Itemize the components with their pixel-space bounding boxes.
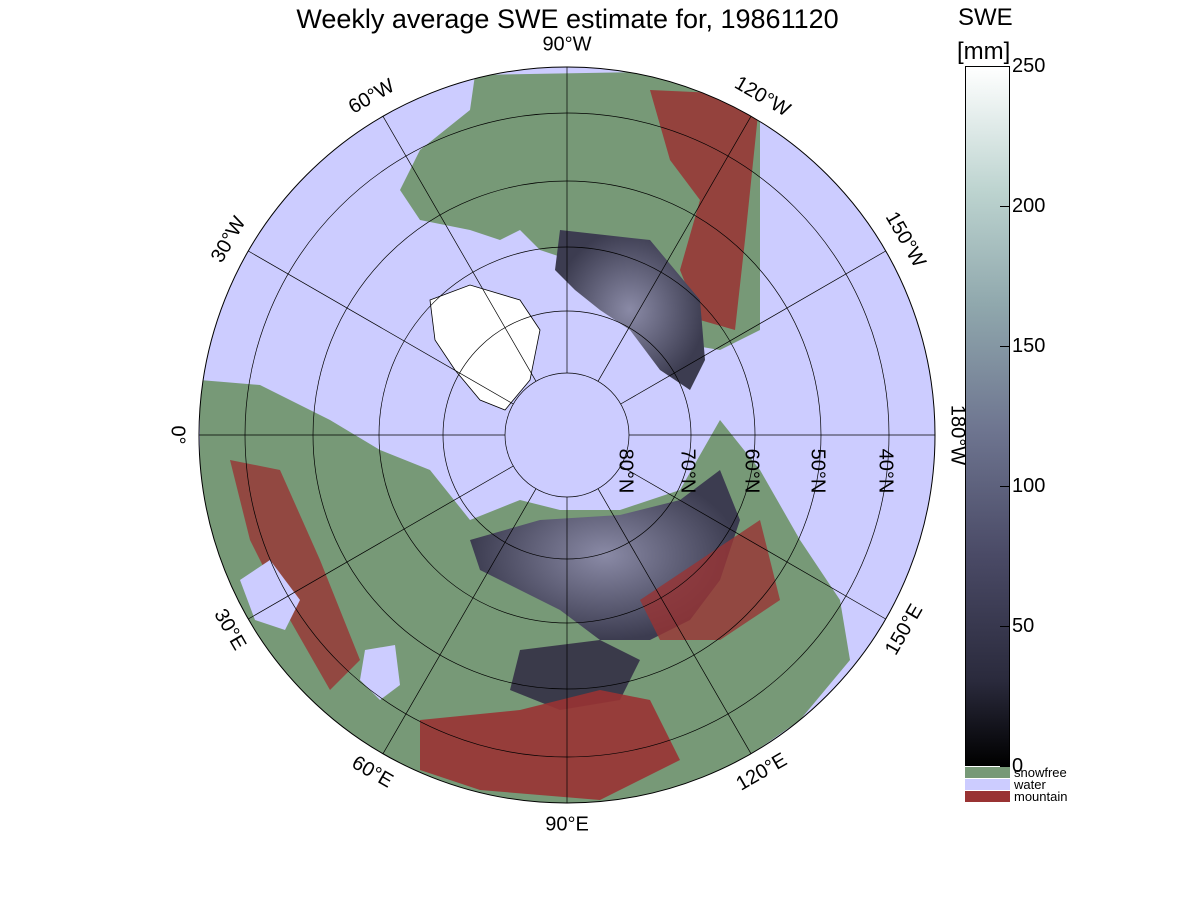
- map-title: Weekly average SWE estimate for, 1986112…: [296, 4, 839, 34]
- meridian-line: [620, 465, 886, 620]
- north-america-mountains: [650, 90, 760, 330]
- arctic-ocean: [505, 373, 629, 497]
- colorbar-tick-label: 0: [1012, 755, 1024, 777]
- meridian-line: [620, 250, 886, 405]
- colorbar-tick-label: 250: [1012, 55, 1046, 77]
- colorbar-tick-mark: [1000, 766, 1010, 767]
- colorbar-tick-label: 100: [1012, 475, 1046, 497]
- meridian-line: [382, 116, 537, 382]
- meridian-line: [248, 250, 514, 405]
- legend-label-water: water: [1014, 777, 1046, 792]
- latitude-label: 80°N: [615, 449, 637, 494]
- caspian-sea: [360, 645, 400, 700]
- latitude-label: 50°N: [807, 449, 829, 494]
- colorbar-tick-label: 150: [1012, 335, 1046, 357]
- latitude-label: 70°N: [677, 449, 699, 494]
- legend-label-mountain: mountain: [1014, 789, 1068, 804]
- colorbar-tick-mark: [1000, 346, 1010, 347]
- greenland: [429, 284, 541, 411]
- colorbar-tick-label: 50: [1012, 615, 1035, 637]
- meridian-line: [597, 116, 752, 382]
- north-america-snow: [555, 230, 705, 390]
- colorbar-tick-label: 200: [1012, 195, 1046, 217]
- longitude-label: 180°W: [947, 405, 969, 465]
- meridian-lines: [199, 67, 935, 803]
- colorbar-unit: [mm]: [957, 38, 1011, 65]
- legend-label-snowfree: snowfree: [1014, 765, 1067, 780]
- meridian-line: [248, 465, 514, 620]
- map-boundary: [198, 66, 936, 804]
- latitude-label: 40°N: [875, 449, 897, 494]
- legend-swatch-mountain: [965, 791, 1010, 802]
- longitude-label: 0°: [167, 425, 189, 444]
- longitude-label: 90°W: [542, 33, 591, 55]
- colorbar-tick-mark: [1000, 486, 1010, 487]
- himalaya-mountains: [420, 690, 680, 800]
- latitude-label: 60°N: [741, 449, 763, 494]
- legend-swatch-water: [965, 779, 1010, 790]
- meridian-line: [597, 488, 752, 754]
- colorbar-tick-mark: [1000, 66, 1010, 67]
- longitude-label: 90°E: [545, 813, 589, 835]
- mediterranean-sea: [240, 560, 300, 630]
- legend-swatch-snowfree: [965, 767, 1010, 778]
- eurasia-land: [200, 380, 850, 803]
- east-asia-mountains: [640, 520, 780, 640]
- colorbar-tick-mark: [1000, 626, 1010, 627]
- meridian-line: [382, 488, 537, 754]
- colorbar-title: SWE: [958, 4, 1013, 31]
- colorbar-tick-mark: [1000, 206, 1010, 207]
- europe-mountains: [230, 460, 360, 690]
- swe-colorbar: [965, 66, 1010, 766]
